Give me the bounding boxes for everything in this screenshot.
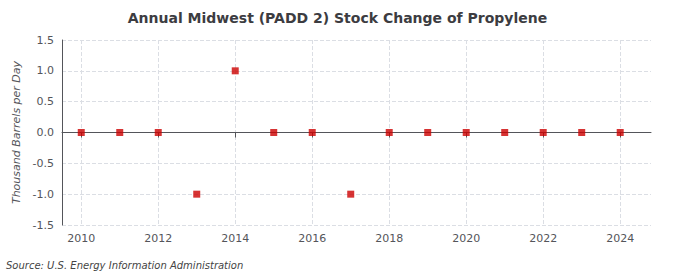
svg-text:-1.0: -1.0 xyxy=(33,188,54,201)
svg-text:Source: U.S. Energy Informatio: Source: U.S. Energy Information Administ… xyxy=(6,260,243,271)
svg-text:2014: 2014 xyxy=(221,232,249,245)
svg-text:-0.5: -0.5 xyxy=(33,157,54,170)
svg-text:Thousand Barrels per Day: Thousand Barrels per Day xyxy=(10,60,23,204)
svg-text:Annual Midwest (PADD 2) Stock: Annual Midwest (PADD 2) Stock Change of … xyxy=(128,10,547,26)
svg-text:2022: 2022 xyxy=(529,232,557,245)
svg-text:0.5: 0.5 xyxy=(37,95,55,108)
svg-text:2024: 2024 xyxy=(606,232,634,245)
svg-text:1.5: 1.5 xyxy=(37,34,55,47)
svg-text:0.0: 0.0 xyxy=(37,126,55,139)
svg-text:2016: 2016 xyxy=(298,232,326,245)
svg-text:2020: 2020 xyxy=(452,232,480,245)
svg-text:2010: 2010 xyxy=(67,232,95,245)
svg-text:-1.5: -1.5 xyxy=(33,219,54,232)
svg-text:2018: 2018 xyxy=(375,232,403,245)
svg-text:1.0: 1.0 xyxy=(37,64,55,77)
svg-text:2012: 2012 xyxy=(144,232,172,245)
